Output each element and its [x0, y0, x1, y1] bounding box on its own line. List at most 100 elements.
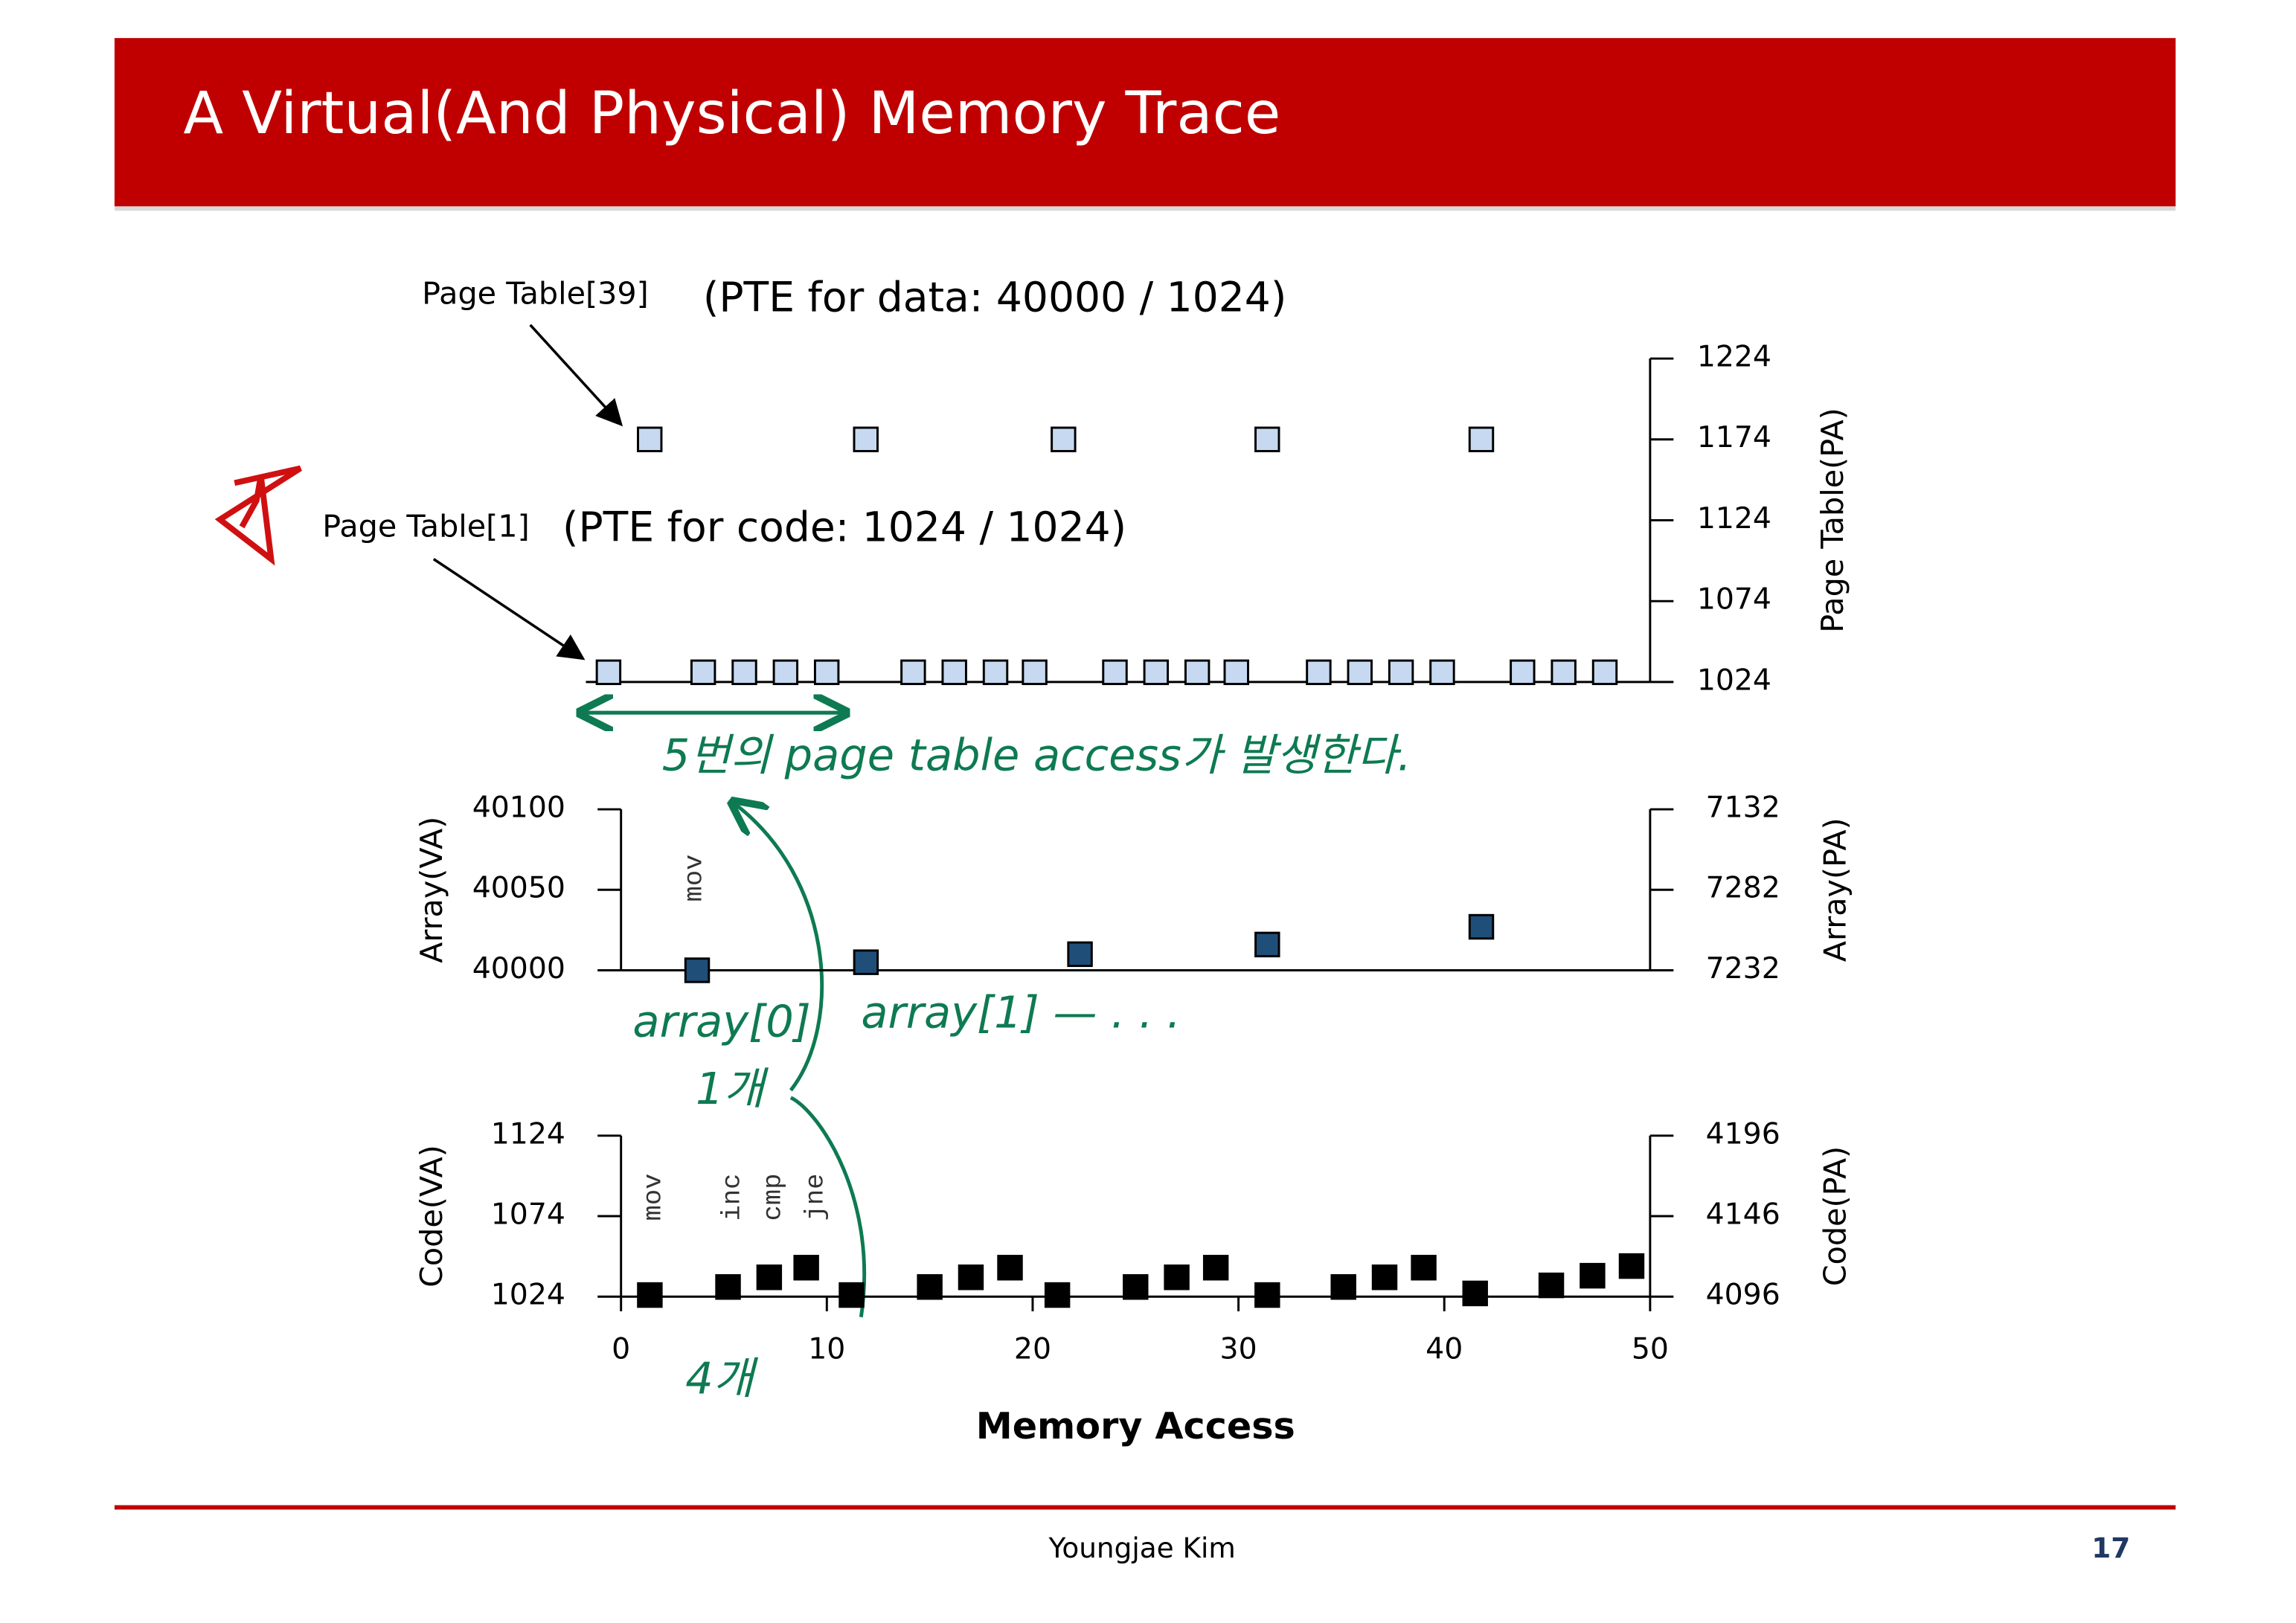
point [813, 659, 840, 686]
note: (PTE for code: 1024 / 1024) [562, 503, 1126, 550]
y2-tick-label: 7132 [1706, 791, 1780, 825]
point [731, 659, 757, 686]
point [690, 659, 716, 686]
instruction-label: inc [718, 1174, 748, 1221]
point [1411, 1255, 1437, 1281]
point [595, 659, 622, 686]
point [1223, 659, 1249, 686]
point [772, 659, 799, 686]
point [1462, 1280, 1488, 1307]
y-tick-label: 1224 [1697, 340, 1771, 374]
y2-tick-label: 4096 [1706, 1278, 1780, 1312]
point [941, 659, 967, 686]
instruction-label: jne [801, 1174, 831, 1221]
y-tick-label: 1124 [491, 1116, 565, 1151]
point [684, 957, 711, 983]
hand-arrow [732, 802, 867, 1318]
y-tick-label: 1124 [1697, 501, 1771, 536]
handwriting: array[1] — . . . [861, 987, 1181, 1038]
point [715, 1274, 741, 1300]
point [1022, 659, 1048, 686]
point [1306, 659, 1332, 686]
page-number: 17 [2091, 1532, 2130, 1564]
y2-axis-label: Array(PA) [1818, 817, 1853, 962]
y2-tick-label: 7232 [1706, 951, 1780, 986]
y2-tick-label: 4196 [1706, 1116, 1780, 1151]
footer: Youngjae Kim [1048, 1532, 1235, 1564]
point [853, 949, 879, 975]
y2-tick-label: 7282 [1706, 871, 1780, 905]
point [1051, 426, 1077, 452]
point [982, 659, 1009, 686]
point [793, 1255, 819, 1281]
slide-title: A Virtual(And Physical) Memory Trace [183, 79, 1280, 147]
handwriting: 1개 [696, 1063, 769, 1114]
point [900, 659, 926, 686]
point [1468, 913, 1495, 940]
handwriting: 4개 [685, 1352, 759, 1404]
note: Page Table[39] [422, 275, 649, 311]
point [1254, 1282, 1280, 1308]
x-tick-label: 10 [808, 1332, 845, 1366]
instruction-label: mov [638, 1174, 668, 1221]
arrow [432, 558, 586, 661]
point [1164, 1264, 1190, 1291]
y-axis-label: Page Table(PA) [1815, 408, 1850, 633]
point [1254, 426, 1280, 452]
point [1580, 1262, 1606, 1289]
point [756, 1264, 783, 1291]
x-tick-label: 20 [1014, 1332, 1051, 1366]
x-tick-label: 40 [1426, 1332, 1463, 1366]
y2-axis-label: Code(PA) [1818, 1146, 1853, 1286]
point [1202, 1255, 1229, 1281]
y-tick-label: 1074 [1697, 582, 1771, 617]
point [958, 1264, 984, 1291]
point [1510, 659, 1536, 686]
y-axis-label: Code(VA) [414, 1145, 449, 1288]
point [1254, 931, 1280, 958]
y-tick-label: 1024 [491, 1278, 565, 1312]
point [1123, 1274, 1149, 1300]
handwriting: 5번의 page table access가 발생한다. [662, 729, 1411, 780]
y-tick-label: 40050 [472, 871, 565, 905]
point [917, 1274, 943, 1300]
y-tick-label: 40000 [472, 951, 565, 986]
point [1143, 659, 1170, 686]
y-tick-label: 40100 [472, 791, 565, 825]
note: (PTE for data: 40000 / 1024) [703, 273, 1286, 321]
point [1044, 1282, 1071, 1308]
note: Page Table[1] [322, 508, 529, 544]
point [853, 426, 879, 452]
y-tick-label: 1074 [491, 1198, 565, 1232]
x-tick-label: 0 [612, 1332, 630, 1366]
point [637, 1282, 663, 1308]
x-tick-label: 50 [1632, 1332, 1669, 1366]
point [1067, 941, 1093, 968]
y-tick-label: 1024 [1697, 663, 1771, 697]
handwriting: array[0] [632, 995, 810, 1047]
point [997, 1255, 1023, 1281]
y2-tick-label: 4146 [1706, 1198, 1780, 1232]
point [1347, 659, 1373, 686]
point [1538, 1272, 1565, 1299]
banner-shadow [114, 206, 2176, 211]
point [838, 1282, 865, 1308]
point [1184, 659, 1210, 686]
title-banner [114, 38, 2176, 207]
point [1551, 659, 1577, 686]
x-axis-label: Memory Access [976, 1404, 1295, 1447]
point [1468, 426, 1495, 452]
instruction-label: mov [679, 855, 709, 902]
point [1102, 659, 1128, 686]
point [1591, 659, 1618, 686]
y-axis-label: Array(VA) [414, 817, 449, 963]
arrow [529, 324, 623, 427]
point [1330, 1274, 1356, 1300]
point [1388, 659, 1414, 686]
point [1429, 659, 1455, 686]
y-tick-label: 1174 [1697, 420, 1771, 454]
x-tick-label: 30 [1220, 1332, 1257, 1366]
instruction-label: cmp [759, 1174, 789, 1221]
